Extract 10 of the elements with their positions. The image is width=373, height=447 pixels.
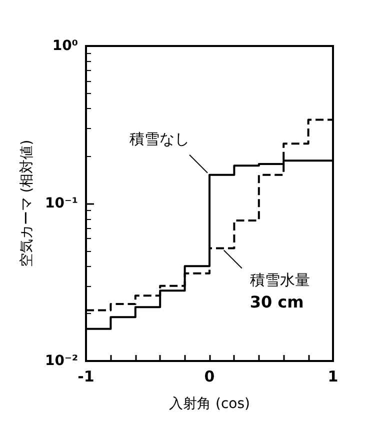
annotation: 積雪なし xyxy=(130,130,190,148)
y-tick-label: 10⁻² xyxy=(44,353,78,369)
x-tick-label: 0 xyxy=(204,368,215,386)
annotation: 積雪水量 30 cm xyxy=(250,271,310,312)
x-axis-title: 入射角 (cos) xyxy=(169,396,250,412)
y-tick-label: 10⁻¹ xyxy=(44,196,78,212)
y-axis-title: 空気カーマ (相対値) xyxy=(19,140,35,268)
y-tick-label: 10⁰ xyxy=(52,38,78,54)
x-tick-label: 1 xyxy=(328,368,338,386)
x-tick-label: -1 xyxy=(78,368,94,386)
